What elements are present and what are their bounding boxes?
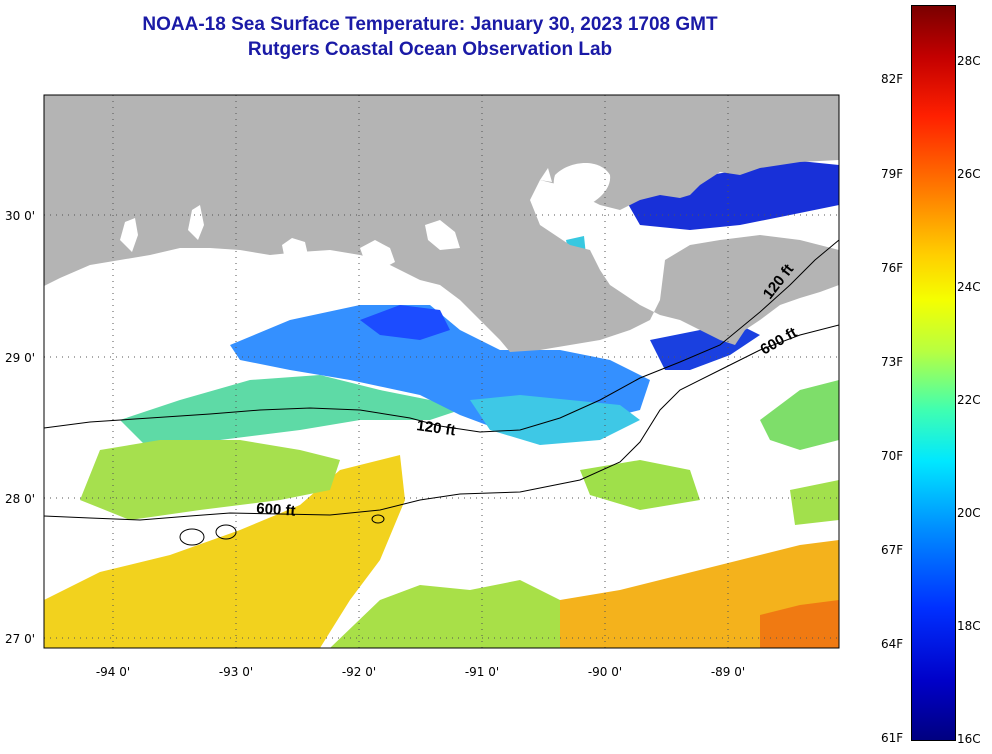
lat-label: 28 0' — [5, 492, 35, 506]
graticule — [44, 95, 839, 648]
sst-green-mid — [330, 580, 560, 648]
lake-cloud-5 — [360, 240, 395, 270]
colorbar-c-label: 18C — [957, 619, 981, 633]
colorbar — [911, 5, 956, 741]
sst-blue-marsh — [620, 160, 839, 230]
colorbar-c-label: 24C — [957, 280, 981, 294]
sst-data-layer — [44, 160, 839, 648]
colorbar-c-label: 22C — [957, 393, 981, 407]
lake-cloud-6 — [425, 220, 460, 250]
map-frame — [43, 94, 840, 649]
contour-120ft — [44, 239, 839, 433]
lake-cloud-4 — [282, 238, 308, 260]
colorbar-f-label: 79F — [881, 167, 904, 181]
lake-cloud-1 — [553, 162, 611, 210]
contour-600ft — [44, 324, 839, 521]
colorbar-f-label: 64F — [881, 637, 904, 651]
sst-warm-south — [44, 455, 405, 648]
lake-cloud-7 — [540, 168, 552, 182]
colorbar-f-label: 73F — [881, 355, 904, 369]
contour-ring-3 — [371, 514, 385, 524]
sst-green-far-east — [760, 380, 839, 450]
contour-ring-1 — [179, 528, 205, 546]
contour-ring-2 — [215, 524, 237, 540]
colorbar-c-label: 26C — [957, 167, 981, 181]
sst-green-se — [790, 480, 839, 525]
lake-cloud-2 — [120, 218, 138, 252]
colorbar-f-label: 67F — [881, 543, 904, 557]
lon-label: -90 0' — [588, 665, 622, 679]
colorbar-c-label: 28C — [957, 54, 981, 68]
colorbar-f-label: 76F — [881, 261, 904, 275]
colorbar-f-label: 70F — [881, 449, 904, 463]
lake-cloud-3 — [188, 205, 204, 240]
lat-label: 30 0' — [5, 209, 35, 223]
lon-label: -89 0' — [711, 665, 745, 679]
sst-cyan-west — [120, 375, 460, 450]
contour-label-600ft-west: 600 ft — [256, 500, 296, 520]
colorbar-c-label: 20C — [957, 506, 981, 520]
lon-label: -91 0' — [465, 665, 499, 679]
map-subtitle: Rutgers Coastal Ocean Observation Lab — [247, 39, 613, 60]
colorbar-f-label: 82F — [881, 72, 904, 86]
sst-green-east — [580, 460, 700, 510]
colorbar-f-label: 61F — [881, 731, 904, 745]
lon-label: -92 0' — [342, 665, 376, 679]
map-title: NOAA-18 Sea Surface Temperature: January… — [142, 14, 718, 35]
lon-label: -93 0' — [219, 665, 253, 679]
colorbar-c-label: 16C — [957, 732, 981, 746]
sst-green-west — [80, 440, 340, 520]
lat-label: 29 0' — [5, 351, 35, 365]
sst-deep-blue-bay — [360, 305, 450, 340]
lat-label: 27 0' — [5, 632, 35, 646]
contour-label-120ft-west: 120 ft — [415, 417, 456, 439]
lon-label: -94 0' — [96, 665, 130, 679]
sst-orange-corner — [760, 600, 839, 648]
